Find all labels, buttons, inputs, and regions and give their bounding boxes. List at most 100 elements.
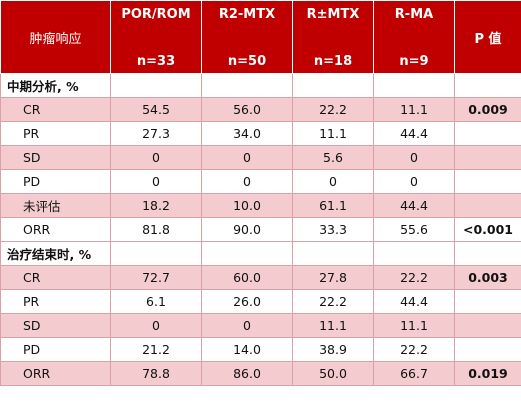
row-label: PD xyxy=(0,337,111,362)
value-cell: 14.0 xyxy=(201,337,293,362)
value-cell: 27.8 xyxy=(292,265,374,290)
value-cell: 55.6 xyxy=(373,217,455,242)
value-cell: 18.2 xyxy=(110,193,202,218)
row-label: SD xyxy=(0,145,111,170)
group-n: n=18 xyxy=(313,54,353,69)
p-value-cell: 0.019 xyxy=(454,361,521,386)
p-value-cell: <0.001 xyxy=(454,217,521,242)
value-cell: 21.2 xyxy=(110,337,202,362)
row-label: ORR xyxy=(0,361,111,386)
table-body: 中期分析, % CR 54.5 56.0 22.2 11.1 0.009 PR 27.3 34.0… xyxy=(0,73,521,386)
group-name: R±MTX xyxy=(306,7,360,22)
value-cell: 0 xyxy=(373,145,455,170)
section-empty-cell xyxy=(454,241,521,266)
value-cell: 90.0 xyxy=(201,217,293,242)
table-row: PD 21.2 14.0 38.9 22.2 xyxy=(0,337,521,362)
table-row: PD 0 0 0 0 xyxy=(0,169,521,194)
row-label: ORR xyxy=(0,217,111,242)
group-name: R2-MTX xyxy=(218,7,276,22)
p-value-cell: 0.003 xyxy=(454,265,521,290)
p-value-cell xyxy=(454,193,521,218)
table-row: ORR 78.8 86.0 50.0 66.7 0.019 xyxy=(0,361,521,386)
value-cell: 0 xyxy=(201,313,293,338)
value-cell: 33.3 xyxy=(292,217,374,242)
row-label: PD xyxy=(0,169,111,194)
p-value-cell xyxy=(454,289,521,314)
value-cell: 0 xyxy=(201,145,293,170)
value-cell: 11.1 xyxy=(373,313,455,338)
section-empty-cell xyxy=(454,73,521,98)
p-value-cell xyxy=(454,145,521,170)
group-name: POR/ROM xyxy=(121,7,191,22)
value-cell: 0 xyxy=(110,169,202,194)
value-cell: 50.0 xyxy=(292,361,374,386)
value-cell: 22.2 xyxy=(373,265,455,290)
value-cell: 22.2 xyxy=(292,97,374,122)
section-empty-cell xyxy=(110,73,202,98)
section-empty-cell xyxy=(292,73,374,98)
group-n: n=9 xyxy=(399,54,429,69)
value-cell: 11.1 xyxy=(292,313,374,338)
value-cell: 0 xyxy=(110,145,202,170)
header-p-value: P 值 xyxy=(454,0,521,74)
tumor-response-table: 肿瘤响应 POR/ROM n=33 R2-MTX n=50 R±MTX n=18… xyxy=(0,0,521,386)
p-value-cell: 0.009 xyxy=(454,97,521,122)
value-cell: 56.0 xyxy=(201,97,293,122)
value-cell: 78.8 xyxy=(110,361,202,386)
row-label: SD xyxy=(0,313,111,338)
value-cell: 22.2 xyxy=(373,337,455,362)
value-cell: 10.0 xyxy=(201,193,293,218)
table-row: SD 0 0 5.6 0 xyxy=(0,145,521,170)
table-row: PR 27.3 34.0 11.1 44.4 xyxy=(0,121,521,146)
group-name: R-MA xyxy=(394,7,434,22)
p-value-cell xyxy=(454,169,521,194)
section-header-row: 治疗结束时, % xyxy=(0,241,521,266)
section-title: 治疗结束时, % xyxy=(0,241,111,266)
section-empty-cell xyxy=(373,241,455,266)
value-cell: 27.3 xyxy=(110,121,202,146)
p-value-cell xyxy=(454,337,521,362)
value-cell: 0 xyxy=(292,169,374,194)
row-label: CR xyxy=(0,97,111,122)
header-group-0: POR/ROM n=33 xyxy=(110,0,202,74)
section-empty-cell xyxy=(110,241,202,266)
value-cell: 44.4 xyxy=(373,121,455,146)
section-empty-cell xyxy=(373,73,455,98)
value-cell: 11.1 xyxy=(292,121,374,146)
section-header-row: 中期分析, % xyxy=(0,73,521,98)
section-empty-cell xyxy=(292,241,374,266)
value-cell: 26.0 xyxy=(201,289,293,314)
table-row: CR 54.5 56.0 22.2 11.1 0.009 xyxy=(0,97,521,122)
value-cell: 22.2 xyxy=(292,289,374,314)
row-label: 未评估 xyxy=(0,193,111,218)
value-cell: 0 xyxy=(373,169,455,194)
value-cell: 38.9 xyxy=(292,337,374,362)
value-cell: 6.1 xyxy=(110,289,202,314)
value-cell: 44.4 xyxy=(373,193,455,218)
value-cell: 86.0 xyxy=(201,361,293,386)
section-title: 中期分析, % xyxy=(0,73,111,98)
value-cell: 60.0 xyxy=(201,265,293,290)
p-value-cell xyxy=(454,121,521,146)
header-group-2: R±MTX n=18 xyxy=(292,0,374,74)
value-cell: 81.8 xyxy=(110,217,202,242)
header-row: 肿瘤响应 POR/ROM n=33 R2-MTX n=50 R±MTX n=18… xyxy=(0,0,521,74)
row-label: PR xyxy=(0,121,111,146)
row-label: PR xyxy=(0,289,111,314)
header-group-1: R2-MTX n=50 xyxy=(201,0,293,74)
table-row: PR 6.1 26.0 22.2 44.4 xyxy=(0,289,521,314)
section-empty-cell xyxy=(201,241,293,266)
value-cell: 34.0 xyxy=(201,121,293,146)
value-cell: 11.1 xyxy=(373,97,455,122)
table-row: CR 72.7 60.0 27.8 22.2 0.003 xyxy=(0,265,521,290)
value-cell: 54.5 xyxy=(110,97,202,122)
value-cell: 66.7 xyxy=(373,361,455,386)
row-label: CR xyxy=(0,265,111,290)
value-cell: 44.4 xyxy=(373,289,455,314)
value-cell: 5.6 xyxy=(292,145,374,170)
section-empty-cell xyxy=(201,73,293,98)
group-n: n=50 xyxy=(227,54,267,69)
value-cell: 0 xyxy=(201,169,293,194)
value-cell: 72.7 xyxy=(110,265,202,290)
p-value-cell xyxy=(454,313,521,338)
